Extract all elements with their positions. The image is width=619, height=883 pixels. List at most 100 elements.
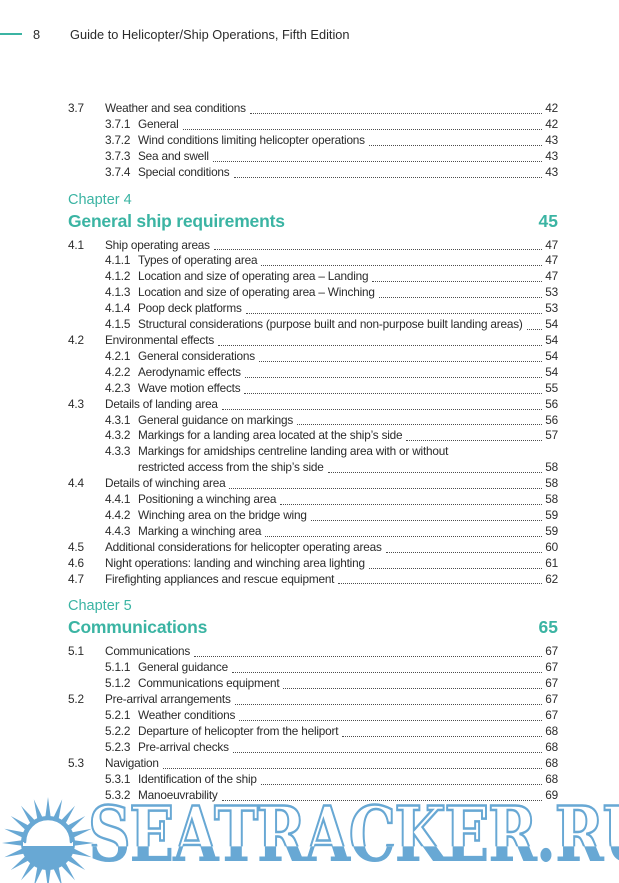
entry-title: Structural considerations (purpose built… [138,317,523,332]
dot-leader [245,313,543,315]
entry-page-number: 47 [545,237,558,252]
dot-leader [526,328,543,330]
entry-number: 4.1.2 [105,269,131,284]
chapter-label: Chapter 4 [68,191,132,208]
toc-entry: 5.1 Communications 67 [68,644,558,660]
toc-entry: 3.7.3 Sea and swell 43 [68,149,558,165]
entry-number: 4.1.5 [105,317,131,332]
dot-leader [261,265,543,267]
entry-page-number: 47 [545,269,558,284]
watermark-text: SEATRACKER.RU [88,795,619,879]
dot-leader [213,249,543,251]
entry-number: 4.1 [68,237,84,252]
dot-leader [234,704,543,706]
sun-ray [45,868,51,883]
entry-number: 4.1.1 [105,253,131,268]
entry-title: Pre-arrival checks [138,739,229,754]
sun-ray [73,840,94,846]
entry-title: Communications equipment [138,676,280,691]
toc-entry: 4.2.2 Aerodynamic effects 54 [68,365,558,381]
dot-leader [385,551,543,553]
sun-horizon-gap [23,842,73,846]
dot-leader [233,176,543,178]
dot-leader [260,783,543,785]
entry-title: General guidance [138,660,228,675]
entry-number: 4.6 [68,555,84,570]
entry-title: Wave motion effects [138,380,241,395]
entry-title: Navigation [105,755,159,770]
sun-dome [23,817,73,844]
entry-page-number: 61 [545,555,558,570]
dot-leader [368,144,543,146]
chapter-heading: Chapter 4 General ship requirements 45 [68,191,558,233]
entry-number: 5.3.2 [105,787,131,802]
entry-page-number: 54 [545,364,558,379]
entry-page-number: 56 [545,412,558,427]
entry-number: 4.4.3 [105,523,131,538]
dot-leader [368,567,543,569]
entry-title: Pre-arrival arrangements [105,692,231,707]
table-of-contents: 3.7 Weather and sea conditions 42 3.7.1 Gene… [68,101,558,804]
dot-leader [212,160,543,162]
toc-entry-continuation: restricted access from the ship’s side 58 [68,460,558,476]
entry-number: 4.3.1 [105,412,131,427]
chapter-page-number: 65 [538,617,558,638]
toc-entry: 4.3.1 General guidance on markings 56 [68,413,558,429]
entry-page-number: 43 [545,132,558,147]
entry-number: 5.3.1 [105,771,131,786]
toc-entry: 5.3 Navigation 68 [68,756,558,772]
dot-leader [231,672,543,674]
dot-leader [342,735,543,737]
entry-title: Poop deck platforms [138,301,242,316]
entry-page-number: 68 [545,755,558,770]
header-page-number: 8 [33,27,41,42]
entry-title: Markings for amidships centreline landin… [138,444,449,459]
sun-ray [4,848,25,858]
dot-leader [229,488,543,490]
entry-title: restricted access from the ship’s side [138,460,324,475]
entry-number: 4.1.3 [105,285,131,300]
dot-leader [406,440,543,442]
entry-number: 5.1 [68,644,84,659]
entry-page-number: 60 [545,539,558,554]
running-title: Guide to Helicopter/Ship Operations, Fif… [70,27,350,42]
dot-leader [244,376,543,378]
entry-title: Markings for a landing area located at t… [138,428,403,443]
dot-leader [244,392,543,394]
sun-ray [4,828,25,838]
dot-leader [194,656,543,658]
entry-title: Weather conditions [138,708,236,723]
toc-entry: 4.2.1 General considerations 54 [68,349,558,365]
entry-title: Aerodynamic effects [138,364,241,379]
toc-entry: 4.4.1 Positioning a winching area 58 [68,492,558,508]
entry-page-number: 68 [545,739,558,754]
toc-entry: 4.1.3 Location and size of operating area… [68,285,558,301]
entry-page-number: 56 [545,396,558,411]
toc-entry: 4.2 Environmental effects 54 [68,333,558,349]
toc-entry: 5.2.1 Weather conditions 67 [68,708,558,724]
entry-title: Details of landing area [105,396,218,411]
dot-leader [258,360,543,362]
toc-entry: 4.2.3 Wave motion effects 55 [68,381,558,397]
dot-leader [280,503,543,505]
toc-entry: 4.4.2 Winching area on the bridge wing 59 [68,508,558,524]
entry-number: 3.7.2 [105,132,131,147]
toc-entry: 4.3.3 Markings for amidships centreline l… [68,444,558,460]
entry-number: 4.2.2 [105,364,131,379]
toc-entry: 4.1 Ship operating areas 47 [68,238,558,254]
toc-entry: 4.6 Night operations: landing and winchin… [68,556,558,572]
entry-page-number: 54 [545,348,558,363]
dot-leader [297,424,543,426]
dot-leader [162,767,543,769]
toc-entry: 3.7.2 Wind conditions limiting helicopter… [68,133,558,149]
entry-page-number: 54 [545,317,558,332]
entry-number: 5.2.2 [105,724,131,738]
toc-entry: 4.1.2 Location and size of operating area… [68,269,558,285]
entry-page-number: 57 [545,428,558,443]
entry-number: 4.3.3 [105,444,131,459]
toc-entry: 3.7.1 General 42 [68,117,558,133]
chapter-heading: Chapter 5 Communications 65 [68,597,558,639]
entry-number: 3.7 [68,101,84,115]
entry-page-number: 67 [545,676,558,691]
entry-number: 5.2.1 [105,708,131,723]
